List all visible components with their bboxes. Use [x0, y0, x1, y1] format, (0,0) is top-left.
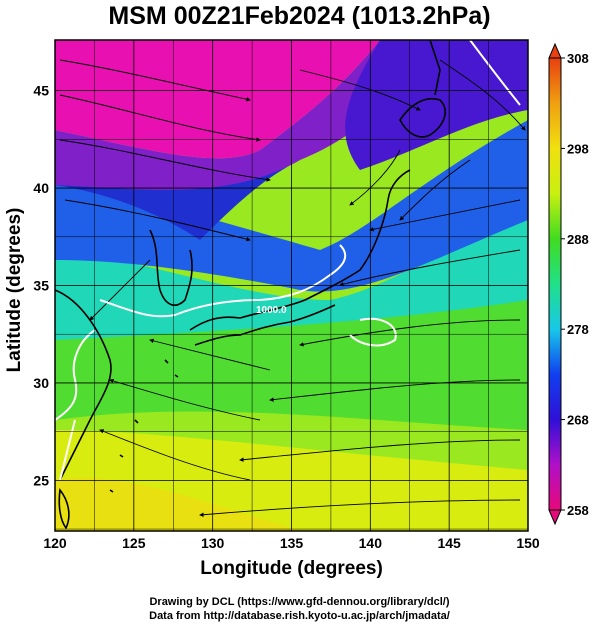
colorbar-tick-label: 308: [567, 51, 589, 66]
credit-data: Data from http://database.rish.kyoto-u.a…: [149, 610, 450, 622]
x-tick-label: 145: [437, 535, 461, 551]
graticule: [55, 40, 528, 531]
contour-label: 1000.0: [256, 305, 287, 316]
colorbar-tick-label: 268: [567, 413, 589, 428]
credit-drawing: Drawing by DCL (https://www.gfd-dennou.o…: [149, 596, 450, 608]
y-tick-label: 45: [33, 83, 49, 99]
colorbar-tick-label: 278: [567, 322, 589, 337]
colorbar-tick-label: 288: [567, 232, 589, 247]
colorbar-top-triangle: [548, 42, 562, 59]
y-tick-label: 25: [33, 472, 49, 488]
streamlines: [59, 59, 526, 517]
x-tick-label: 120: [43, 535, 67, 551]
x-tick-label: 125: [122, 535, 146, 551]
y-tick-label: 40: [33, 180, 49, 196]
colorbar-bottom-triangle: [548, 509, 562, 526]
y-tick-label: 35: [33, 278, 49, 294]
colorbar-tick-label: 258: [567, 503, 589, 518]
x-tick-label: 130: [201, 535, 225, 551]
x-tick-label: 135: [280, 535, 304, 551]
y-tick-labels: 25 30 35 40 45: [33, 83, 49, 489]
x-tick-labels: 120 125 130 135 140 145 150: [43, 535, 540, 551]
x-tick-label: 150: [516, 535, 540, 551]
coastlines: [55, 40, 446, 530]
y-axis-label: Latitude (degrees): [4, 207, 25, 373]
colorbar-tick-label: 298: [567, 141, 589, 156]
x-axis-label: Longitude (degrees): [200, 558, 383, 579]
map-title: MSM 00Z21Feb2024 (1013.2hPa): [108, 2, 491, 30]
plot-frame: [54, 39, 529, 532]
colorbar-scale: [548, 57, 562, 511]
y-tick-label: 30: [33, 375, 49, 391]
x-tick-label: 140: [359, 535, 383, 551]
colorbar: 308 298 288 278 268 258: [548, 42, 589, 526]
pressure-contours: [55, 40, 521, 481]
